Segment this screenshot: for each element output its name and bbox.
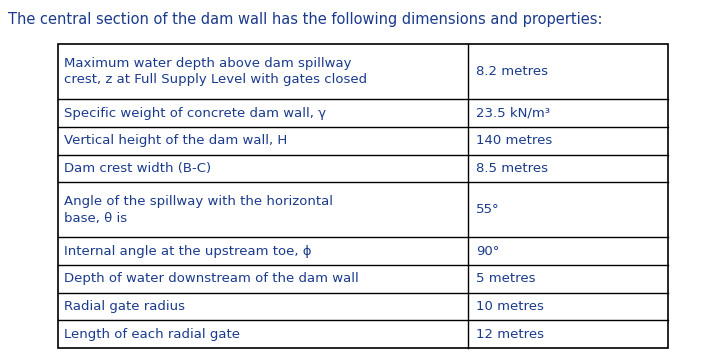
Text: 90°: 90° xyxy=(476,245,500,258)
Text: 8.5 metres: 8.5 metres xyxy=(476,162,548,175)
Text: Specific weight of concrete dam wall, γ: Specific weight of concrete dam wall, γ xyxy=(64,107,326,120)
Text: Length of each radial gate: Length of each radial gate xyxy=(64,328,240,341)
Text: Maximum water depth above dam spillway
crest, z at Full Supply Level with gates : Maximum water depth above dam spillway c… xyxy=(64,57,367,86)
Text: Radial gate radius: Radial gate radius xyxy=(64,300,185,313)
Text: 140 metres: 140 metres xyxy=(476,134,552,147)
Text: 55°: 55° xyxy=(476,203,500,216)
Text: The central section of the dam wall has the following dimensions and properties:: The central section of the dam wall has … xyxy=(8,12,602,27)
Text: 23.5 kN/m³: 23.5 kN/m³ xyxy=(476,107,550,120)
Text: Vertical height of the dam wall, H: Vertical height of the dam wall, H xyxy=(64,134,287,147)
Text: Depth of water downstream of the dam wall: Depth of water downstream of the dam wal… xyxy=(64,272,359,285)
Text: 12 metres: 12 metres xyxy=(476,328,544,341)
Text: 10 metres: 10 metres xyxy=(476,300,544,313)
Text: Internal angle at the upstream toe, ϕ: Internal angle at the upstream toe, ϕ xyxy=(64,245,312,258)
Text: 8.2 metres: 8.2 metres xyxy=(476,65,548,78)
Bar xyxy=(58,44,668,348)
Text: Dam crest width (B-C): Dam crest width (B-C) xyxy=(64,162,211,175)
Text: 5 metres: 5 metres xyxy=(476,272,536,285)
Text: Angle of the spillway with the horizontal
base, θ is: Angle of the spillway with the horizonta… xyxy=(64,195,333,225)
